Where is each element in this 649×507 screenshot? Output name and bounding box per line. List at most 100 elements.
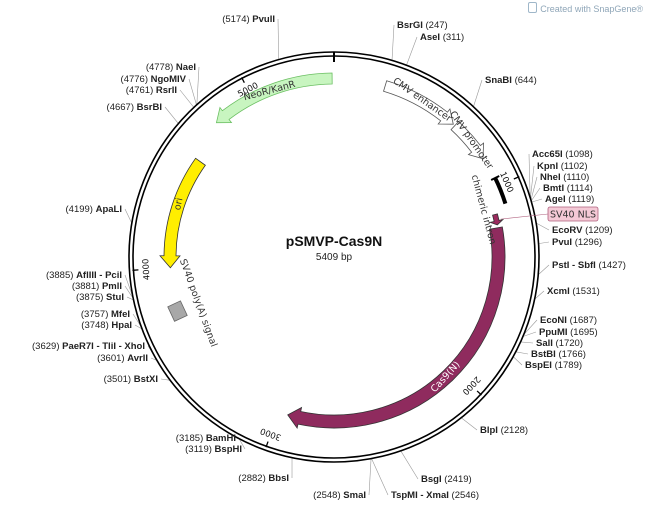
- feature-sv40-nls[interactable]: [488, 213, 505, 226]
- site-label-bamhi[interactable]: (3185) BamHI: [176, 433, 236, 444]
- site-label-pvui[interactable]: PvuI (1296): [552, 237, 602, 248]
- snapgene-watermark: Created with SnapGene®: [528, 2, 643, 14]
- feature-ori[interactable]: [159, 157, 206, 269]
- site-label-acc65i[interactable]: Acc65I (1098): [532, 149, 593, 160]
- site-label-bstxi[interactable]: (3501) BstXI: [104, 374, 158, 385]
- site-label-bstbi[interactable]: BstBI (1766): [531, 349, 586, 360]
- tick-mark-3000: [265, 441, 269, 448]
- site-label-snabi[interactable]: SnaBI (644): [485, 75, 537, 86]
- site-label-psti-sbfi[interactable]: PstI - SbfI (1427): [552, 260, 626, 271]
- site-label-blpi[interactable]: BlpI (2128): [480, 425, 528, 436]
- tick-mark-5000: [241, 77, 245, 84]
- feature-cas9-n[interactable]: [287, 226, 506, 430]
- site-label-bsphi[interactable]: (3119) BspHI: [185, 444, 242, 455]
- site-label-smai[interactable]: (2548) SmaI: [313, 490, 366, 501]
- site-label-bsrgi[interactable]: BsrGI (247): [397, 20, 448, 31]
- site-label-pvuii[interactable]: (5174) PvuII: [222, 14, 275, 25]
- site-position: (5174): [222, 14, 249, 25]
- site-leader-econi: [523, 319, 538, 335]
- site-label-naei[interactable]: (4778) NaeI: [146, 62, 196, 73]
- site-label-ppumi[interactable]: PpuMI (1695): [539, 327, 598, 338]
- site-label-pmli[interactable]: (3881) PmlI: [72, 281, 122, 292]
- site-name: SalI: [536, 338, 553, 349]
- site-name: BsrGI: [397, 20, 423, 31]
- site-label-asei[interactable]: AseI (311): [420, 32, 464, 43]
- site-name: PpuMI: [539, 327, 568, 338]
- site-label-stui[interactable]: (3875) StuI: [76, 292, 124, 303]
- site-label-agei[interactable]: AgeI (1119): [545, 194, 594, 205]
- site-leader-bsrbi: [164, 106, 179, 124]
- site-name: BsrBI: [137, 102, 162, 113]
- feature-chimeric-intron-cap: [490, 175, 500, 181]
- site-name: StuI: [106, 292, 124, 303]
- site-label-bsrbi[interactable]: (4667) BsrBI: [107, 102, 162, 113]
- site-label-apali[interactable]: (4199) ApaLI: [66, 204, 123, 215]
- feature-neor-kanr[interactable]: [215, 72, 333, 124]
- site-leader-hpai: [134, 324, 143, 330]
- site-position: (3601): [97, 353, 124, 364]
- site-leader-psti-sbfi: [538, 264, 550, 276]
- site-label-hpai[interactable]: (3748) HpaI: [81, 320, 132, 331]
- site-label-nhei[interactable]: NheI (1110): [540, 172, 589, 183]
- site-leader-bspei: [512, 356, 523, 366]
- feature-chimeric-intron[interactable]: [493, 176, 508, 205]
- site-position: (1110): [563, 172, 589, 183]
- site-label-mfei[interactable]: (3757) MfeI: [81, 309, 130, 320]
- site-label-bbsi[interactable]: (2882) BbsI: [238, 473, 289, 484]
- site-leader-bmti: [530, 187, 541, 202]
- site-position: (4667): [107, 102, 134, 113]
- site-leader-acc65i: [528, 153, 531, 198]
- site-position: (1531): [572, 286, 599, 297]
- site-name: AflIII - PciI: [76, 270, 122, 281]
- site-leader-ppumi: [522, 331, 537, 337]
- site-label-paer7i-tlii-xhoi[interactable]: (3629) PaeR7I - TliI - XhoI: [32, 341, 145, 352]
- feature-label-leader-sv40-nls: [500, 213, 549, 220]
- site-label-ngomiv[interactable]: (4776) NgoMIV: [121, 74, 187, 85]
- feature-cmv-promoter[interactable]: [450, 120, 485, 160]
- site-label-econi[interactable]: EcoNI (1687): [540, 315, 597, 326]
- site-position: (1789): [555, 360, 582, 371]
- site-leader-smai: [368, 458, 372, 496]
- site-label-tspmi-xmai[interactable]: TspMI - XmaI (2546): [391, 490, 479, 501]
- site-name: BlpI: [480, 425, 498, 436]
- site-label-bsgi[interactable]: BsgI (2419): [421, 474, 472, 485]
- site-position: (1119): [568, 194, 594, 205]
- site-name: NheI: [540, 172, 561, 183]
- site-name: Acc65I: [532, 149, 563, 160]
- site-label-afliii-pcii[interactable]: (3885) AflIII - PciI: [46, 270, 122, 281]
- site-name: PaeR7I - TliI - XhoI: [62, 341, 145, 352]
- site-label-avrii[interactable]: (3601) AvrII: [97, 353, 148, 364]
- site-leader-xcmi: [534, 290, 545, 300]
- site-leader-bstxi: [160, 378, 171, 381]
- site-name: SnaBI: [485, 75, 512, 86]
- site-position: (1720): [556, 338, 583, 349]
- site-leader-apali: [124, 208, 133, 224]
- feature-label-cmv-enhancer: CMV enhancer: [391, 76, 454, 125]
- tick-mark-2000: [476, 390, 482, 396]
- site-label-ecorv[interactable]: EcoRV (1209): [552, 225, 613, 236]
- site-name: SmaI: [343, 490, 366, 501]
- site-position: (1296): [575, 237, 602, 248]
- feature-cmv-enhancer[interactable]: [383, 80, 454, 125]
- site-leader-asei: [406, 36, 418, 66]
- site-leader-stui: [126, 296, 134, 301]
- site-label-bspei[interactable]: BspEI (1789): [525, 360, 582, 371]
- site-leader-pmli: [124, 285, 134, 299]
- site-label-kpni[interactable]: KpnI (1102): [537, 161, 588, 172]
- site-name: TspMI - XmaI: [391, 490, 449, 501]
- feature-label-sv40-poly-a-signal: SV40 poly(A) signal: [177, 258, 219, 349]
- site-leader-sali: [520, 341, 534, 344]
- site-label-sali[interactable]: SalI (1720): [536, 338, 583, 349]
- site-position: (1209): [585, 225, 612, 236]
- site-leader-ecorv: [536, 222, 550, 231]
- feature-label-cas9-n: Cas9(N): [429, 359, 463, 395]
- site-name: HpaI: [111, 320, 132, 331]
- site-label-rsrii[interactable]: (4761) RsrII: [126, 85, 177, 96]
- site-position: (2419): [444, 474, 471, 485]
- feature-sv40-poly-a-signal[interactable]: [167, 300, 188, 322]
- site-label-bmti[interactable]: BmtI (1114): [543, 183, 593, 194]
- site-label-xcmi[interactable]: XcmI (1531): [547, 286, 600, 297]
- site-name: EcoNI: [540, 315, 567, 326]
- site-leader-nhei: [530, 176, 538, 201]
